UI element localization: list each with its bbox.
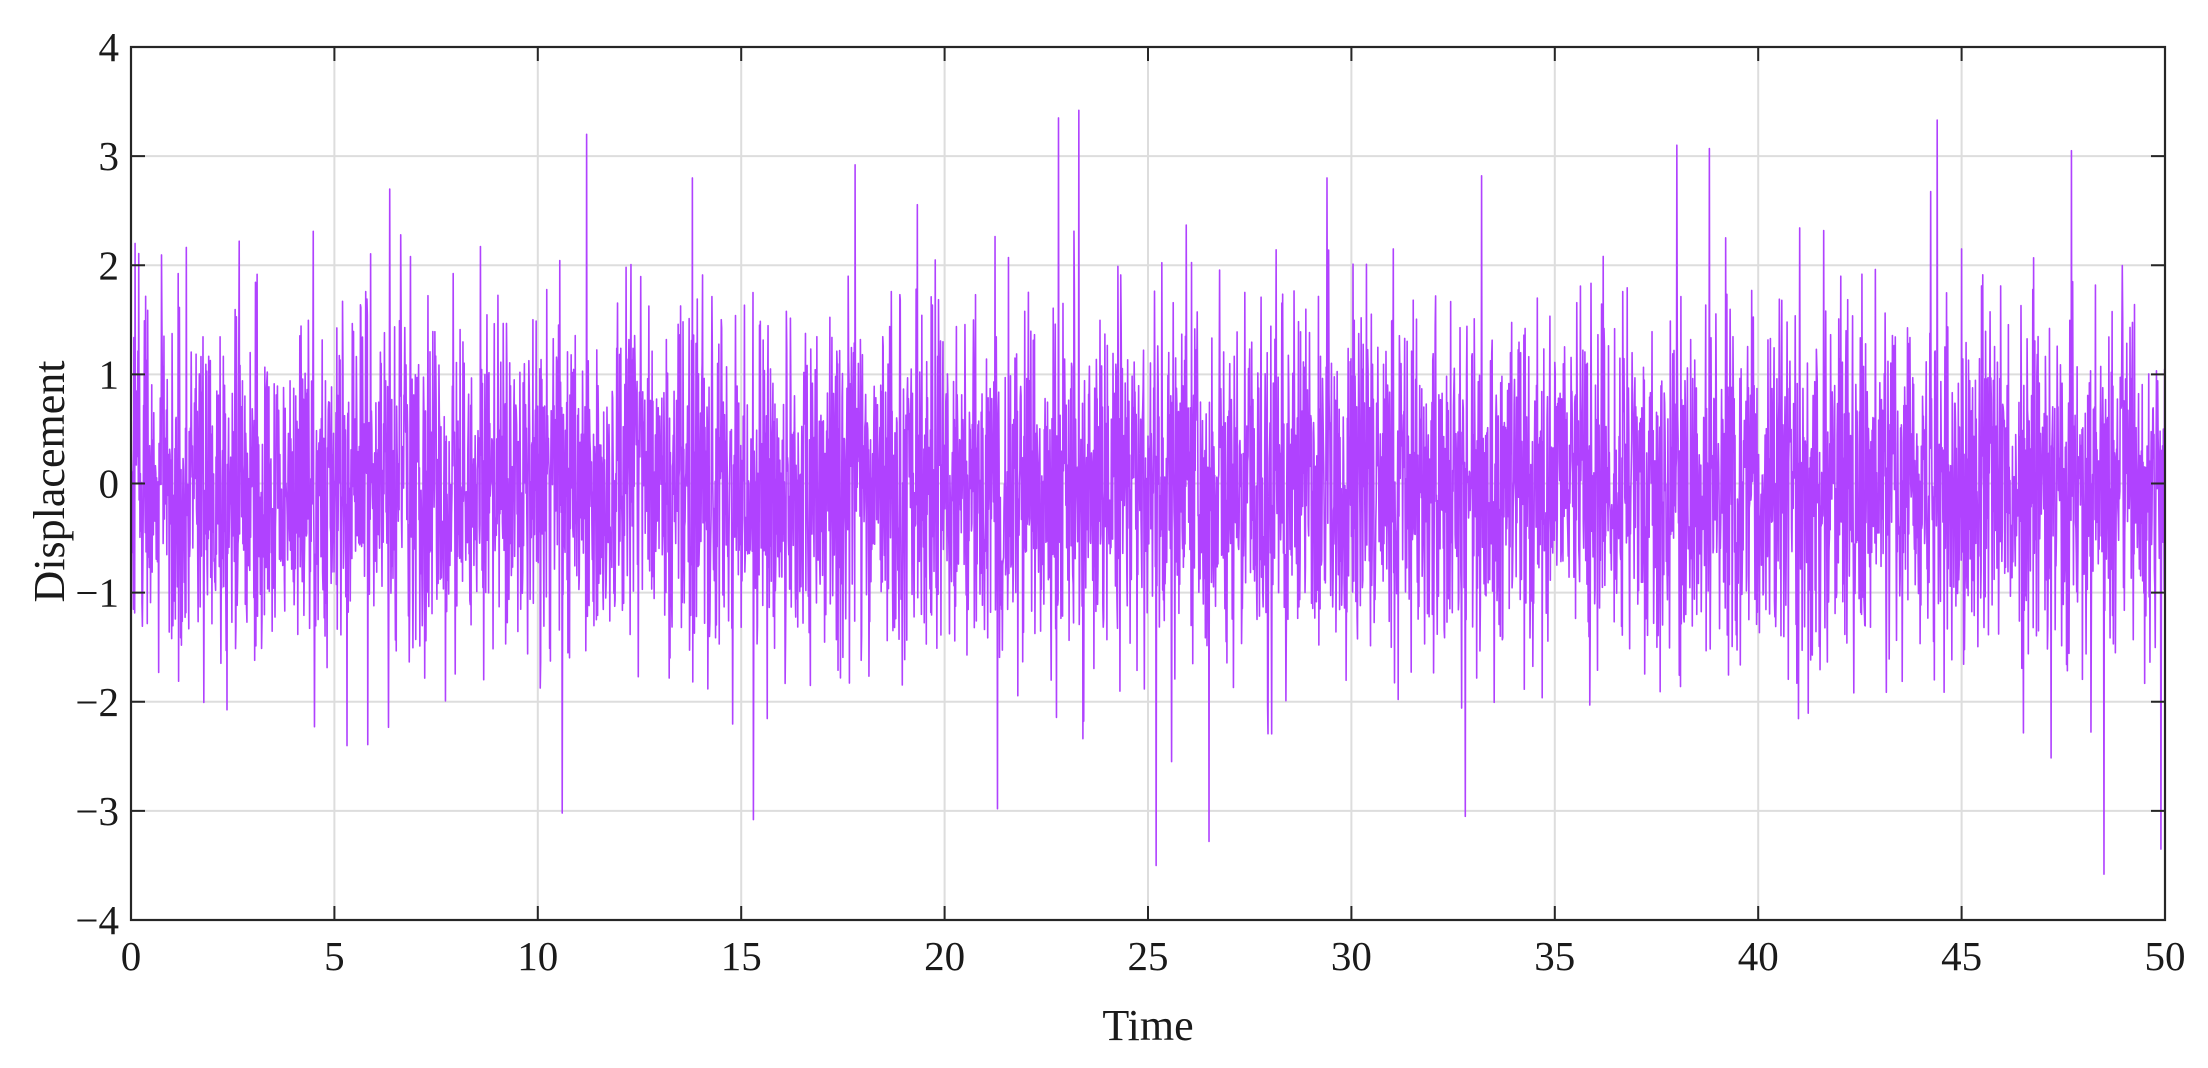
y-tick-label: −3: [75, 788, 119, 834]
x-tick-label: 25: [1128, 933, 1169, 979]
x-axis-title: Time: [1102, 1001, 1193, 1050]
y-axis-title: Displacement: [25, 361, 74, 603]
x-tick-label: 5: [324, 933, 345, 979]
y-tick-label: 0: [99, 461, 120, 507]
displacement-series-line: [130, 109, 2166, 875]
y-tick-labels: −4 −3 −2 −1 0 1 2 3 4: [75, 24, 119, 943]
signal-series: [130, 109, 2166, 875]
grid-lines: [131, 47, 2165, 920]
axis-ticks: [130, 46, 2166, 921]
y-tick-label: −2: [75, 679, 119, 725]
y-tick-label: 3: [99, 133, 120, 179]
x-tick-label: 0: [121, 933, 142, 979]
y-tick-label: −4: [75, 897, 119, 943]
y-tick-label: 2: [99, 242, 120, 288]
x-tick-label: 30: [1331, 933, 1372, 979]
x-tick-label: 35: [1534, 933, 1575, 979]
x-tick-label: 40: [1738, 933, 1779, 979]
x-tick-labels: 0 5 10 15 20 25 30 35 40 45 50: [121, 933, 2186, 979]
x-tick-label: 10: [517, 933, 558, 979]
y-tick-label: 1: [99, 351, 120, 397]
x-tick-label: 20: [924, 933, 965, 979]
y-tick-label: −1: [75, 570, 119, 616]
y-tick-label: 4: [99, 24, 120, 70]
x-tick-label: 15: [721, 933, 762, 979]
x-tick-label: 50: [2145, 933, 2186, 979]
x-tick-label: 45: [1941, 933, 1982, 979]
